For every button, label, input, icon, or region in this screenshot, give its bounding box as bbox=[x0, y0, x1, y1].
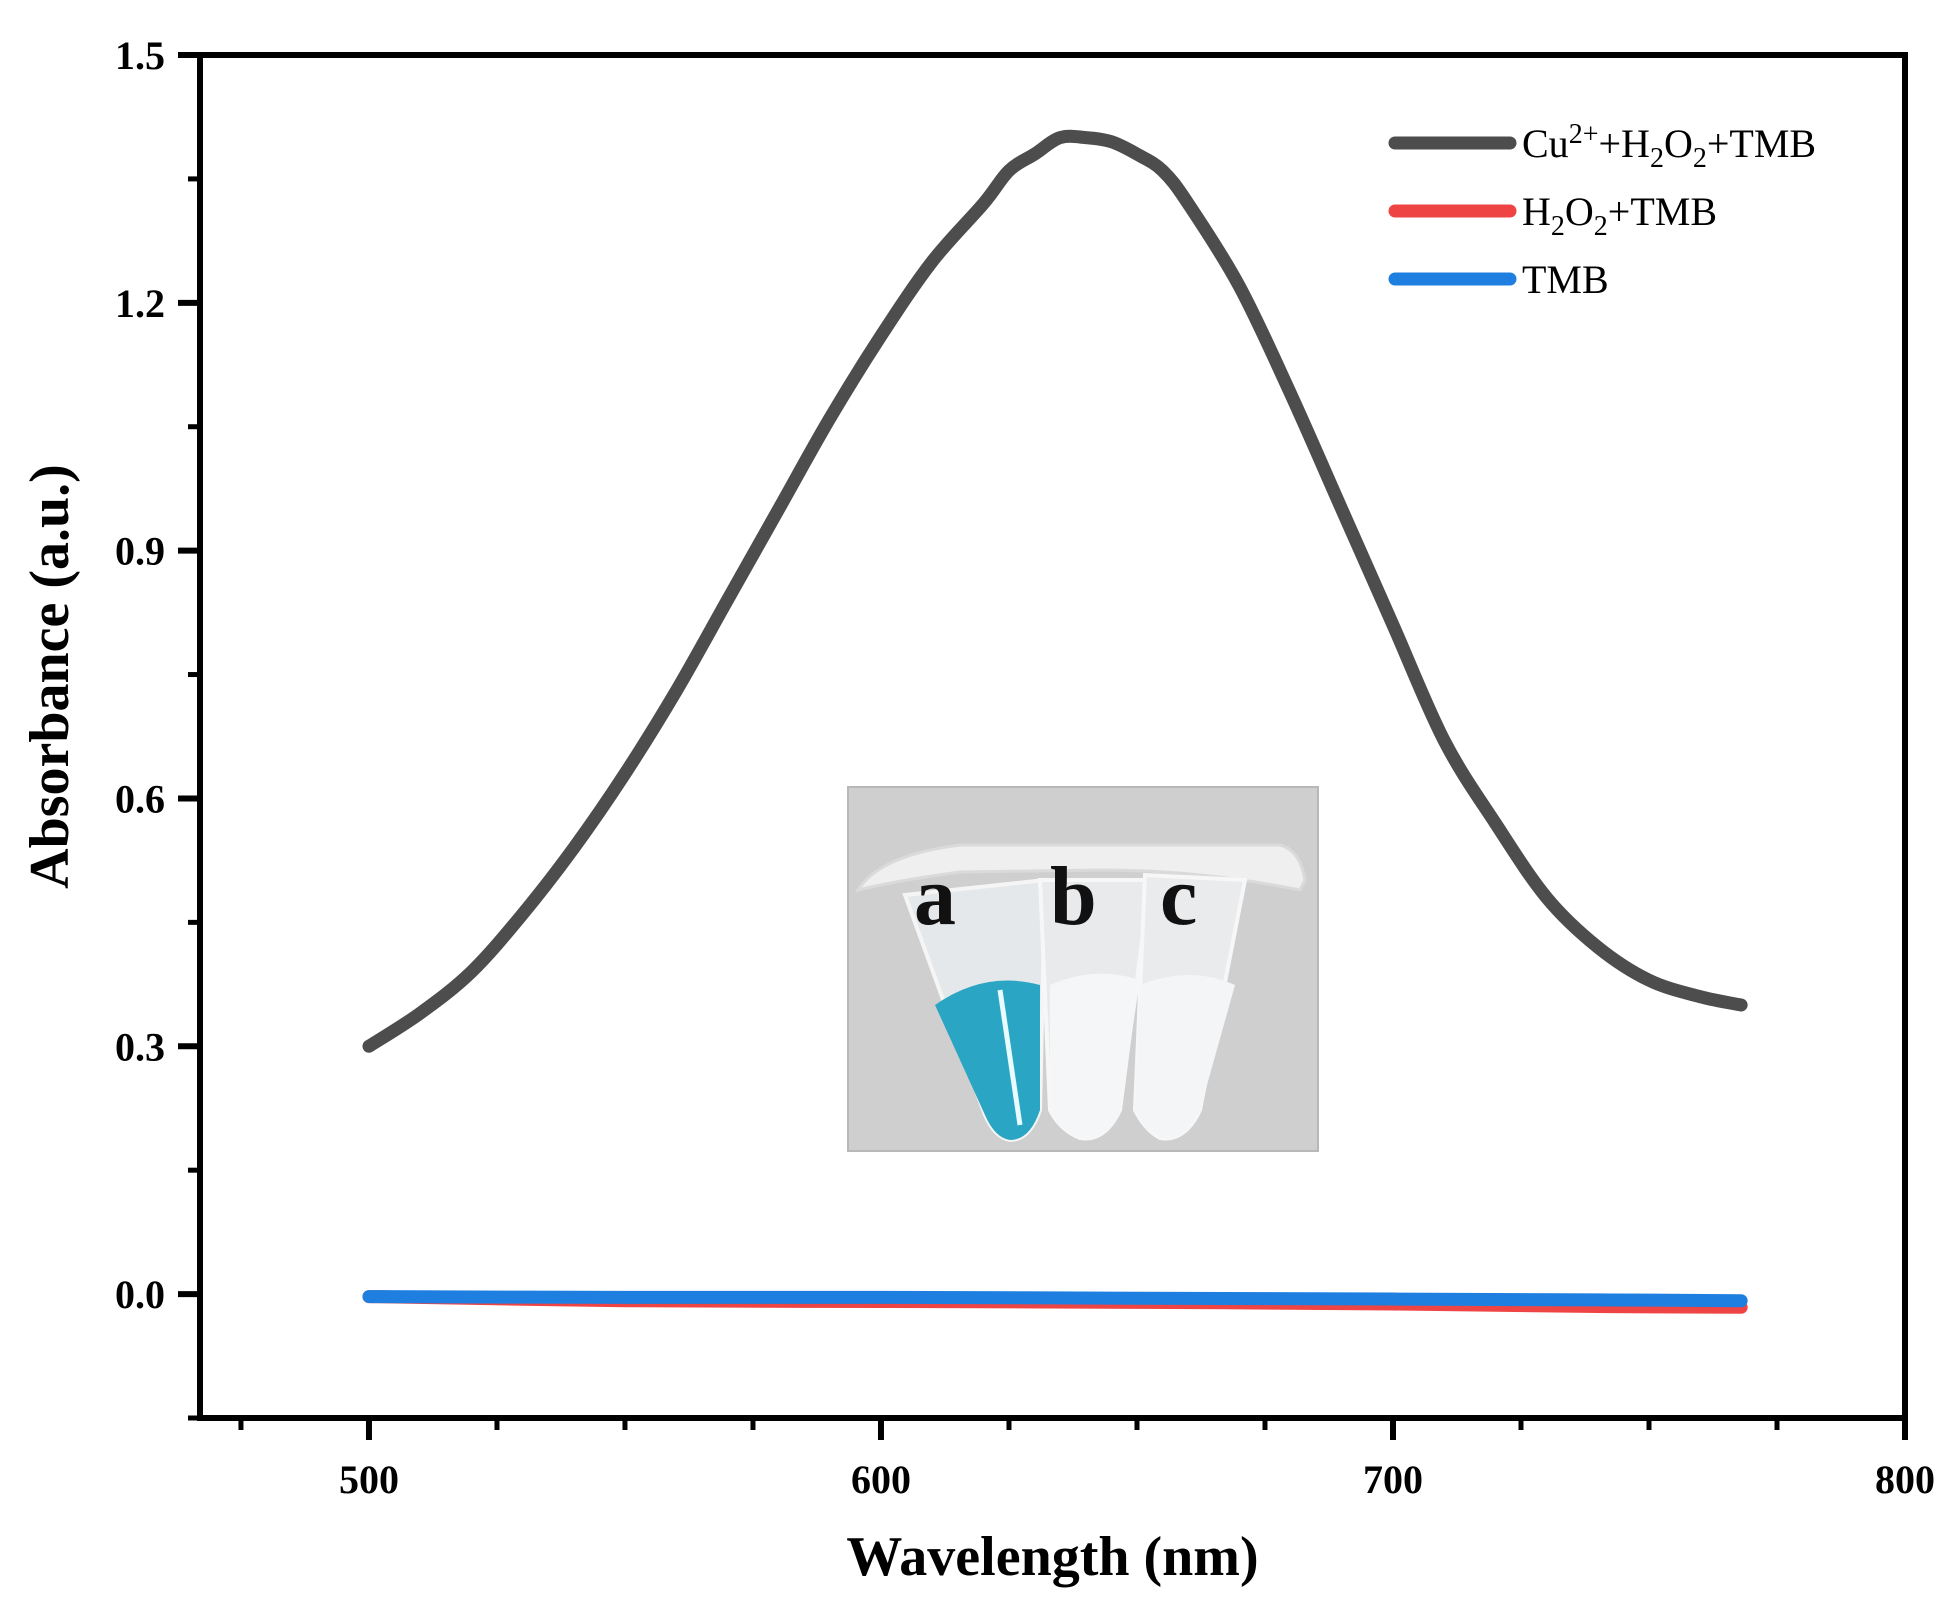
x-tick-label: 800 bbox=[1875, 1457, 1935, 1502]
legend: Cu2++H2O2+TMB H2O2+TMB TMB bbox=[1388, 119, 1816, 302]
legend-label-tmb: TMB bbox=[1522, 257, 1609, 302]
series-line-0 bbox=[362, 129, 1748, 1053]
inset-label-b: b bbox=[1050, 850, 1097, 943]
series-layer bbox=[362, 129, 1748, 1314]
tube-b-liquid bbox=[1050, 973, 1140, 1139]
tube-a-liquid bbox=[935, 980, 1040, 1140]
plot-frame bbox=[197, 52, 1908, 1421]
x-axis-title: Wavelength (nm) bbox=[846, 1526, 1258, 1588]
y-axis-title: Absorbance (a.u.) bbox=[19, 464, 81, 889]
inset-label-a: a bbox=[914, 850, 956, 943]
tube-a-highlight bbox=[997, 989, 1023, 1126]
x-axis-ticks: 500 600 700 800 bbox=[238, 1418, 1935, 1502]
y-tick-label: 1.2 bbox=[115, 281, 165, 326]
x-tick-label: 700 bbox=[1363, 1457, 1423, 1502]
y-tick-label: 0.3 bbox=[115, 1024, 165, 1069]
y-tick-label: 0.0 bbox=[115, 1272, 165, 1317]
y-axis-ticks: 0.0 0.3 0.6 0.9 1.2 1.5 bbox=[115, 33, 200, 1421]
legend-label-cu-h2o2-tmb: Cu2++H2O2+TMB bbox=[1522, 119, 1816, 174]
inset-tube-photo: a b c bbox=[847, 786, 1319, 1152]
tube-rims bbox=[854, 843, 1307, 893]
x-tick-label: 600 bbox=[851, 1457, 911, 1502]
inset-label-c: c bbox=[1160, 850, 1197, 943]
series-line-2 bbox=[362, 1290, 1748, 1308]
y-tick-label: 0.9 bbox=[115, 529, 165, 574]
y-tick-label: 0.6 bbox=[115, 776, 165, 821]
y-tick-label: 1.5 bbox=[115, 33, 165, 78]
x-tick-label: 500 bbox=[339, 1457, 399, 1502]
legend-label-h2o2-tmb: H2O2+TMB bbox=[1522, 189, 1717, 242]
tube-c-liquid bbox=[1135, 975, 1235, 1139]
